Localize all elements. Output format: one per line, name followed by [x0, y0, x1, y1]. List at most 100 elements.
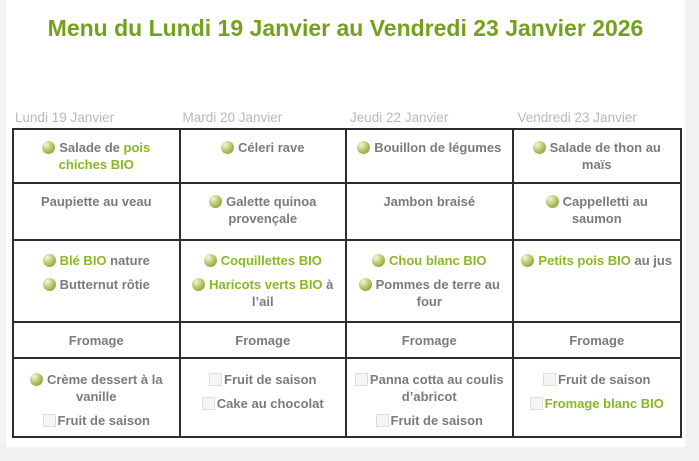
menu-item-text: Salade de thon au maïs: [549, 140, 661, 172]
menu-item-text: à l’ail: [251, 277, 334, 309]
menu-item-text: Butternut rôtie: [59, 277, 150, 292]
menu-item-text: au jus: [630, 253, 673, 268]
bio-sphere-icon: [358, 278, 372, 291]
menu-cell-cheese-day3: Fromage: [347, 323, 514, 359]
image-placeholder-icon: [543, 373, 557, 386]
menu-item-text: nature: [106, 253, 150, 268]
image-placeholder-icon: [42, 414, 56, 427]
menu-item: Jambon braisé: [354, 193, 505, 210]
bio-sphere-icon: [545, 195, 559, 208]
menu-item: Fromage: [21, 332, 172, 349]
menu-item-text: Crème dessert à la vanille: [46, 372, 163, 404]
menu-item: Pommes de terre au four: [354, 276, 505, 310]
menu-item-text: Coquillettes BIO: [220, 253, 322, 268]
day-header-jeudi: Jeudi 22 Janvier: [350, 110, 449, 125]
menu-item-text: pois chiches BIO: [58, 140, 151, 172]
menu-item: Crème dessert à la vanille: [21, 371, 172, 405]
menu-item: Coquillettes BIO: [188, 252, 339, 269]
menu-page: Menu du Lundi 19 Janvier au Vendredi 23 …: [6, 0, 685, 447]
image-placeholder-icon: [209, 373, 223, 386]
menu-item-text: Pommes de terre au four: [375, 277, 500, 309]
menu-item-text: Fromage: [401, 333, 457, 348]
menu-item: Fruit de saison: [521, 371, 674, 388]
menu-item: Chou blanc BIO: [354, 252, 505, 269]
menu-item-text: Fruit de saison: [224, 372, 317, 387]
menu-item: Galette quinoa provençale: [188, 193, 339, 227]
menu-item-text: Panna cotta au coulis d’abricot: [369, 372, 504, 404]
menu-item-text: Fromage: [569, 333, 625, 348]
bio-sphere-icon: [357, 141, 371, 154]
menu-item-text: Cake au chocolat: [216, 396, 324, 411]
bio-sphere-icon: [209, 195, 223, 208]
menu-table: Salade de pois chiches BIO Céleri rave Bou…: [12, 128, 682, 438]
menu-item-text: Galette quinoa provençale: [226, 194, 317, 226]
menu-item: Blé BIO nature: [21, 252, 172, 269]
weekly-menu: Lundi 19 Janvier Mardi 20 Janvier Jeudi …: [12, 110, 682, 438]
menu-item-text: Bouillon de légumes: [374, 140, 502, 155]
menu-item-text: Fromage blanc BIO: [544, 396, 664, 411]
day-header-row: Lundi 19 Janvier Mardi 20 Janvier Jeudi …: [12, 110, 682, 125]
menu-item-text: Fruit de saison: [390, 413, 483, 428]
bio-sphere-icon: [521, 254, 535, 267]
bio-sphere-icon: [372, 254, 385, 267]
menu-cell-side-day4: Petits pois BIO au jus: [513, 241, 680, 323]
menu-item: Fromage: [188, 332, 339, 349]
menu-item: Salade de pois chiches BIO: [21, 139, 172, 173]
menu-cell-starter-day2: Céleri rave: [180, 130, 347, 184]
bio-sphere-icon: [29, 373, 43, 386]
day-header-vendredi: Vendredi 23 Janvier: [517, 110, 637, 125]
menu-item: Salade de thon au maïs: [521, 139, 674, 173]
menu-item: Fromage: [521, 332, 674, 349]
menu-cell-side-day2: Coquillettes BIO Haricots verts BIO à l’a…: [180, 241, 347, 323]
menu-cell-main-day3: Jambon braisé: [347, 184, 514, 241]
menu-item-text: Fromage: [235, 333, 291, 348]
bio-sphere-icon: [42, 141, 56, 154]
menu-cell-cheese-day1: Fromage: [14, 323, 181, 359]
menu-item: Cappelletti au saumon: [521, 193, 674, 227]
menu-item-text: Haricots verts BIO: [209, 277, 323, 292]
menu-item-text: Céleri rave: [238, 140, 305, 155]
menu-item: Fromage: [354, 332, 505, 349]
menu-item: Bouillon de légumes: [354, 139, 505, 156]
bio-sphere-icon: [42, 254, 56, 267]
menu-cell-cheese-day2: Fromage: [180, 323, 347, 359]
menu-item: Butternut rôtie: [21, 276, 172, 293]
menu-item-text: Cappelletti au saumon: [562, 194, 648, 226]
menu-item-text: Paupiette au veau: [40, 194, 152, 209]
bio-sphere-icon: [192, 278, 206, 291]
menu-item: Fromage blanc BIO: [521, 395, 674, 412]
menu-item-text: Blé BIO: [59, 253, 107, 268]
image-placeholder-icon: [354, 373, 368, 386]
menu-item-text: Petits pois BIO: [538, 253, 631, 268]
menu-cell-starter-day3: Bouillon de légumes: [347, 130, 514, 184]
menu-cell-cheese-day4: Fromage: [513, 323, 680, 359]
menu-item: Paupiette au veau: [21, 193, 172, 210]
day-header-mardi: Mardi 20 Janvier: [182, 110, 283, 125]
menu-item-text: Fromage: [68, 333, 124, 348]
menu-cell-main-day2: Galette quinoa provençale: [180, 184, 347, 241]
bio-sphere-icon: [42, 278, 56, 291]
menu-cell-dessert-day1: Crème dessert à la vanille Fruit de saiso…: [14, 359, 181, 436]
menu-item: Fruit de saison: [354, 412, 505, 429]
page-title: Menu du Lundi 19 Janvier au Vendredi 23 …: [47, 15, 644, 41]
menu-item: Petits pois BIO au jus: [521, 252, 674, 269]
image-placeholder-icon: [201, 397, 215, 410]
menu-item: Panna cotta au coulis d’abricot: [354, 371, 505, 405]
bio-sphere-icon: [203, 254, 217, 267]
menu-cell-side-day3: Chou blanc BIO Pommes de terre au four: [347, 241, 514, 323]
day-header-lundi: Lundi 19 Janvier: [15, 110, 115, 125]
menu-cell-main-day4: Cappelletti au saumon: [513, 184, 680, 241]
menu-cell-starter-day1: Salade de pois chiches BIO: [14, 130, 181, 184]
menu-item-text: Fruit de saison: [57, 413, 150, 428]
menu-item: Cake au chocolat: [188, 395, 339, 412]
menu-item-text: Salade de: [59, 140, 124, 155]
image-placeholder-icon: [529, 397, 543, 410]
image-placeholder-icon: [375, 414, 389, 427]
menu-cell-dessert-day2: Fruit de saison Cake au chocolat: [181, 359, 347, 436]
bio-sphere-icon: [221, 141, 234, 154]
menu-item: Haricots verts BIO à l’ail: [188, 276, 339, 310]
menu-item-text: Chou blanc BIO: [389, 253, 487, 268]
bio-sphere-icon: [532, 141, 546, 154]
menu-cell-side-day1: Blé BIO nature Butternut rôtie: [14, 241, 181, 323]
menu-cell-starter-day4: Salade de thon au maïs: [513, 130, 680, 184]
